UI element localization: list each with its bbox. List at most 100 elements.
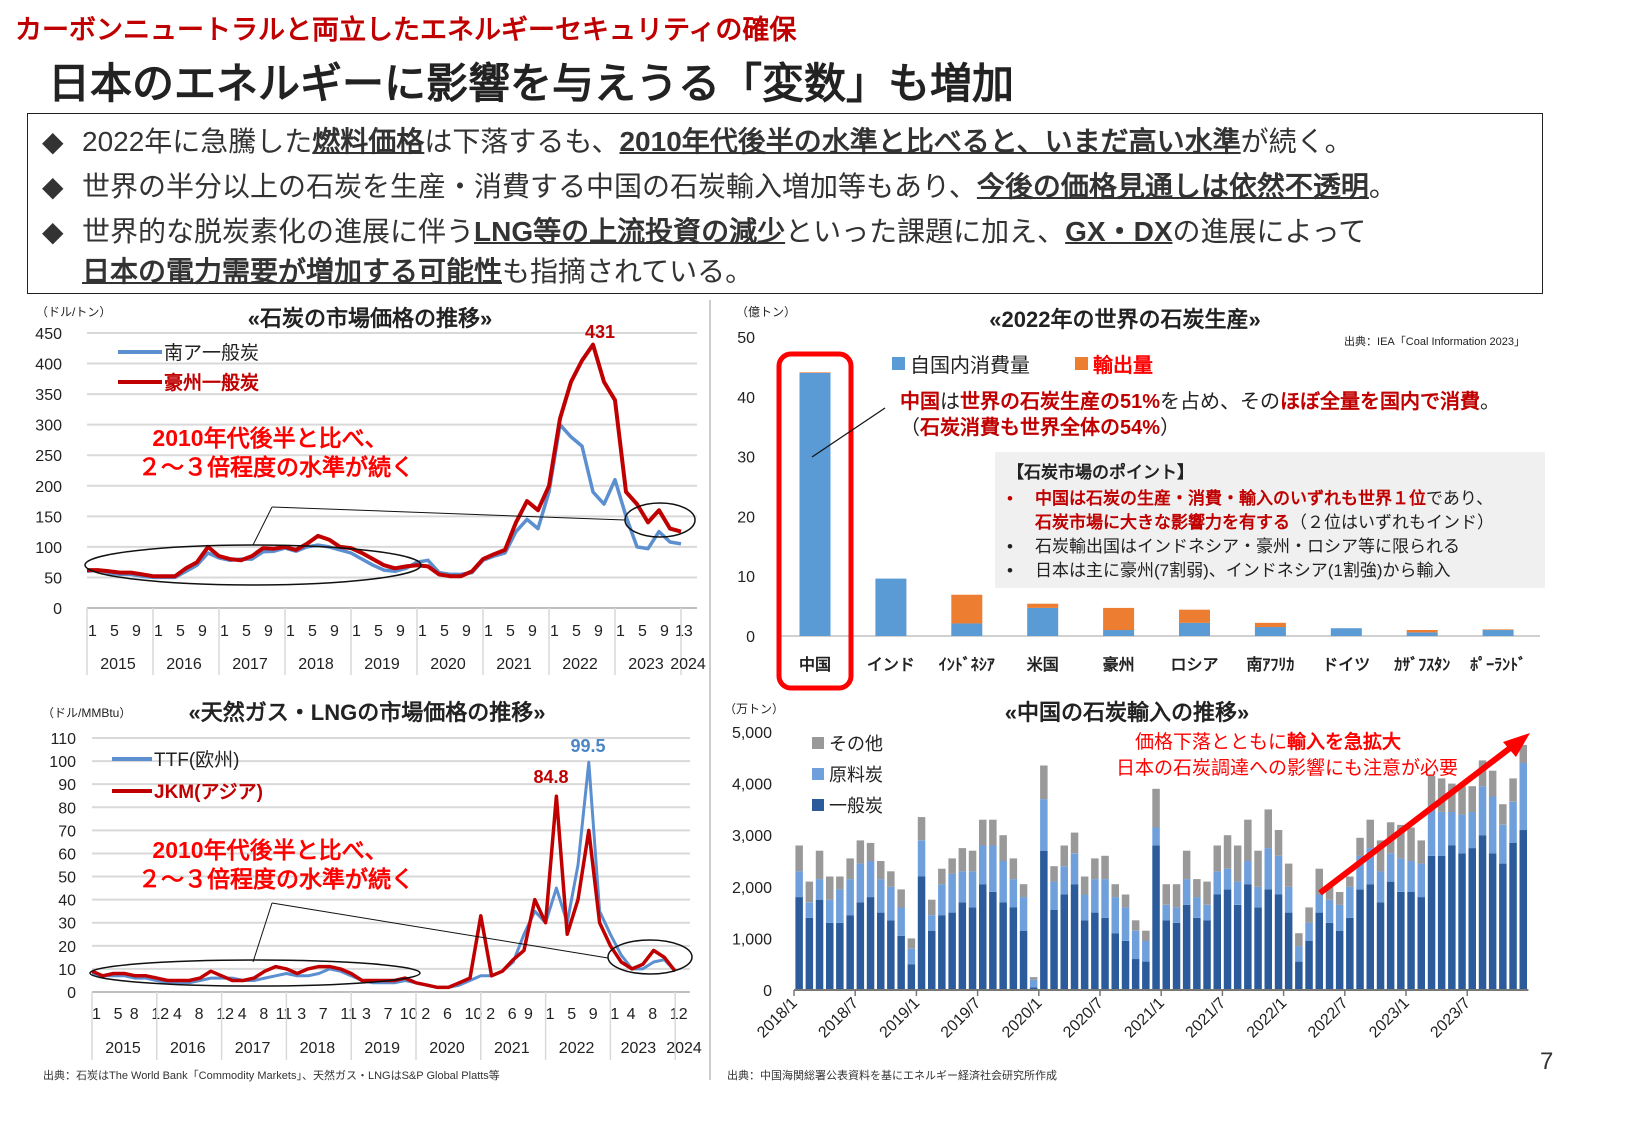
bar-thermal	[1376, 902, 1385, 990]
legend-label: 原料炭	[829, 765, 883, 785]
chart-title: «石炭の市場価格の推移»	[248, 306, 492, 331]
bar-other	[826, 876, 834, 900]
text-segment: は	[940, 391, 960, 413]
bar-thermal	[1325, 922, 1334, 990]
y-tick-label: 0	[53, 601, 62, 618]
bar-coking	[1356, 855, 1364, 890]
bar-coking	[1458, 814, 1466, 854]
bullet-1: ◆ 2022年に急騰した燃料価格は下落するも、2010年代後半の水準と比べると、い…	[42, 120, 1353, 160]
bar-thermal	[1417, 897, 1425, 990]
bar-thermal	[948, 912, 956, 990]
bar-coking	[815, 879, 824, 900]
x-year-label: 2023	[628, 656, 664, 673]
y-tick-label: 80	[58, 800, 76, 817]
y-tick-label: 50	[44, 570, 62, 587]
bar-other	[1325, 886, 1334, 900]
y-axis-unit: （億トン）	[736, 305, 796, 319]
point-1-continued: 石炭市場に大きな影響力を有する（２位はいずれもインド）	[1035, 508, 1494, 533]
bar-other	[1131, 920, 1140, 931]
bar-coking	[1019, 897, 1028, 931]
text-segment: 2022年に急騰した	[82, 126, 313, 157]
x-tick-label: 2	[486, 1006, 495, 1023]
bar-other	[1009, 858, 1018, 879]
highlight-ellipse	[89, 959, 421, 987]
x-tick-label: 2022/7	[1305, 995, 1352, 1042]
text-segment: が続く。	[1240, 126, 1353, 157]
bar-coking	[1080, 894, 1089, 921]
x-tick-label: 5	[242, 623, 251, 640]
emphasized-text: 世界の石炭生産の51%	[960, 391, 1161, 413]
bar-other	[1488, 770, 1497, 797]
bar-other	[948, 858, 956, 874]
bar-other	[897, 889, 905, 908]
bar-other	[1060, 845, 1068, 867]
x-year-label: 2019	[364, 1040, 400, 1057]
bar-coking	[1437, 812, 1446, 856]
bar-thermal	[1488, 853, 1497, 990]
coal-market-points-box: 【石炭市場のポイント】 • 中国は石炭の生産・消費・輸入のいずれも世界１位であり、…	[995, 452, 1545, 588]
callout-line	[271, 506, 626, 521]
bar-thermal	[1448, 845, 1456, 990]
bar-other	[877, 861, 885, 880]
bar-other	[815, 850, 824, 880]
x-tick-label: 2023/1	[1366, 995, 1413, 1042]
bar-thermal	[1142, 961, 1150, 990]
x-tick-label: 9	[132, 623, 141, 640]
annotation-text: 2010年代後半と比べ、	[152, 837, 387, 863]
bar-coking	[1335, 904, 1344, 931]
category-label: ﾎﾟｰﾗﾝﾄﾞ	[1470, 655, 1526, 674]
bar-coking	[1366, 848, 1374, 885]
bar-thermal	[1182, 904, 1191, 990]
y-tick-label: 2,000	[732, 880, 772, 897]
bar-export	[799, 372, 831, 373]
bar-export	[1027, 603, 1059, 608]
callout-line	[271, 902, 609, 959]
x-tick-label: 8	[195, 1006, 204, 1023]
bar-coking	[1182, 879, 1191, 905]
x-tick-label: 2020/1	[999, 995, 1046, 1042]
bar-other	[1335, 892, 1344, 905]
y-tick-label: 350	[35, 387, 62, 404]
series-line-ttf	[91, 760, 677, 989]
bar-coking	[958, 871, 967, 903]
bar-other	[1121, 894, 1130, 908]
x-tick-label: 9	[198, 623, 207, 640]
bar-thermal	[1172, 922, 1181, 990]
x-tick-label: 5	[638, 623, 647, 640]
bar-thermal	[1468, 848, 1476, 990]
china-callout-line2: （石炭消費も世界全体の54%）	[900, 411, 1180, 440]
bar-coking	[1009, 879, 1018, 908]
bar-coking	[907, 948, 916, 965]
y-tick-label: 250	[35, 448, 62, 465]
y-tick-label: 50	[58, 870, 76, 887]
bar-export	[1406, 630, 1438, 633]
y-tick-label: 30	[737, 450, 755, 467]
bar-coking	[1091, 879, 1099, 913]
x-tick-label: 2020/7	[1060, 995, 1107, 1042]
series-line-south-africa	[86, 422, 682, 580]
x-tick-label: 1	[88, 623, 97, 640]
bar-coking	[989, 845, 997, 892]
x-tick-label: 4	[627, 1006, 636, 1023]
category-label: 中国	[799, 655, 831, 674]
bar-other	[1182, 850, 1191, 880]
x-tick-label: 9	[396, 623, 405, 640]
legend-swatch	[812, 799, 824, 811]
summary-box: ◆ 2022年に急騰した燃料価格は下落するも、2010年代後半の水準と比べると、い…	[27, 113, 1543, 294]
bar-thermal	[866, 897, 875, 990]
y-tick-label: 70	[58, 823, 76, 840]
bar-thermal	[1519, 830, 1527, 990]
legend-label: 南ア一般炭	[164, 342, 259, 364]
bar-thermal	[1162, 920, 1170, 990]
emphasized-text: 燃料価格	[312, 126, 425, 157]
bar-thermal	[795, 897, 803, 990]
bar-thermal	[1356, 889, 1364, 990]
bar-thermal	[1346, 917, 1354, 990]
chart-title: «天然ガス・LNGの市場価格の推移»	[189, 700, 546, 725]
bar-other	[1468, 786, 1476, 812]
x-year-label: 2016	[166, 656, 202, 673]
y-tick-label: 110	[50, 731, 76, 748]
bar-other	[1233, 845, 1242, 882]
bar-coking	[948, 873, 956, 913]
y-tick-label: 90	[58, 777, 76, 794]
